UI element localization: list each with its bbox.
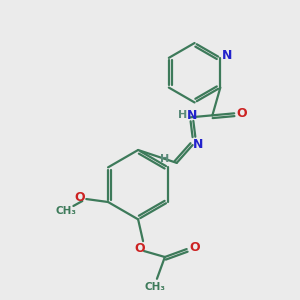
Text: N: N: [222, 50, 232, 62]
Text: N: N: [186, 109, 197, 122]
Text: H: H: [178, 110, 187, 120]
Text: N: N: [193, 138, 204, 151]
Text: CH₃: CH₃: [145, 282, 166, 292]
Text: O: O: [135, 242, 146, 255]
Text: H: H: [160, 154, 170, 164]
Text: O: O: [74, 190, 85, 204]
Text: O: O: [237, 107, 248, 120]
Text: CH₃: CH₃: [56, 206, 77, 216]
Text: O: O: [189, 241, 200, 254]
